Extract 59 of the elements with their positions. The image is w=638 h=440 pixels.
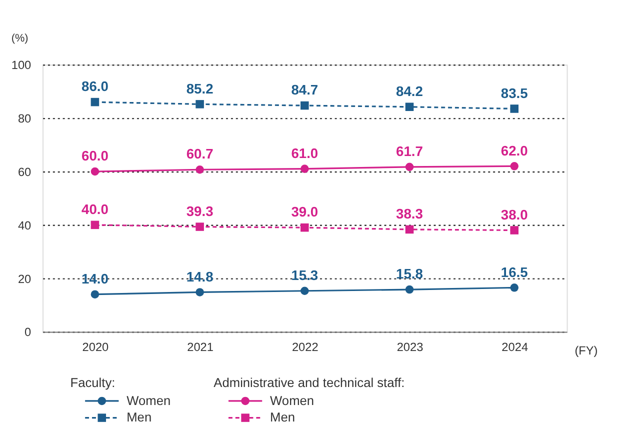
point	[300, 101, 309, 110]
point	[196, 165, 204, 174]
y-tick-label: 40	[18, 218, 32, 232]
x-tick-label: 2020	[82, 340, 110, 354]
data-label: 83.5	[500, 84, 528, 101]
point	[405, 102, 414, 111]
data-label: 60.0	[81, 148, 109, 164]
data-label: 39.3	[186, 202, 214, 219]
text: Administrative and technical staff:	[214, 375, 405, 390]
legend-label: Women	[126, 392, 171, 408]
y-tick-label: 0	[24, 325, 32, 340]
x-tick-label: 2022	[292, 340, 318, 354]
data-label: 14.0	[81, 270, 109, 286]
point	[510, 104, 518, 113]
point	[510, 284, 518, 292]
data-label: 40.0	[81, 201, 109, 218]
point	[90, 98, 100, 106]
point	[90, 290, 100, 298]
data-label: 84.2	[396, 82, 424, 99]
y-tick-label: 20	[18, 272, 32, 286]
point	[300, 223, 309, 232]
data-label: 84.7	[291, 82, 318, 98]
data-label: 38.0	[500, 206, 528, 222]
y-tick-label: 80	[18, 112, 32, 126]
data-label: 60.7	[186, 146, 214, 162]
x-tick-label: 2024	[502, 340, 528, 354]
point	[196, 100, 204, 108]
data-label: 61.0	[291, 144, 318, 161]
data-label: 14.8	[186, 268, 214, 284]
data-label: 39.0	[291, 204, 318, 220]
data-label: 85.2	[186, 80, 214, 96]
data-label: 15.8	[396, 266, 424, 282]
data-label: 16.5	[500, 264, 528, 280]
legend-label: Men	[270, 410, 296, 425]
x-tick-label: 2023	[396, 340, 424, 354]
point	[196, 222, 204, 231]
y-axis-title: (%)	[11, 32, 28, 44]
point	[90, 220, 100, 230]
data-label: 62.0	[500, 142, 528, 158]
data-label: 38.3	[396, 206, 424, 222]
point	[510, 226, 518, 234]
data-label: 61.7	[396, 143, 424, 160]
point	[510, 162, 518, 170]
x-axis-title: (FY)	[574, 343, 598, 358]
data-label: 86.0	[81, 78, 109, 94]
y-tick-label: 60	[18, 164, 32, 179]
point	[300, 164, 309, 173]
y-tick-label: 100	[11, 58, 32, 72]
data-label: 15.3	[291, 266, 318, 283]
point	[405, 285, 414, 294]
point	[90, 167, 100, 176]
x-tick-label: 2021	[187, 340, 214, 354]
point	[196, 288, 204, 296]
legend-label: Women	[270, 392, 314, 408]
point	[405, 162, 414, 172]
legend-label: Men	[126, 410, 152, 425]
point	[405, 225, 414, 234]
text: Faculty:	[70, 375, 116, 390]
point	[300, 286, 309, 295]
